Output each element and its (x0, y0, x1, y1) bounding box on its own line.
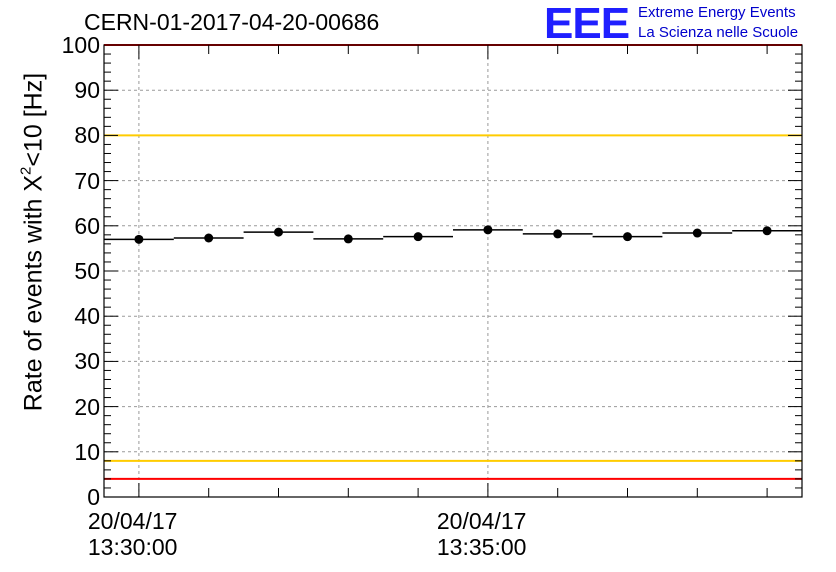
y-tick-label: 70 (74, 167, 100, 194)
y-tick-label: 80 (74, 122, 100, 149)
data-point (413, 232, 423, 242)
data-point (343, 234, 353, 244)
x-tick-label: 20/04/17 13:30:00 (88, 508, 178, 560)
data-point (483, 225, 493, 235)
brand-line-2: La Scienza nelle Scuole (638, 24, 799, 41)
x-tick-label: 20/04/17 13:35:00 (437, 508, 527, 560)
data-point (692, 228, 702, 238)
data-point (762, 226, 772, 236)
y-axis-label-pre: Rate of events with X (19, 174, 48, 412)
data-point (204, 233, 214, 243)
x-tick-label-time: 13:35:00 (436, 534, 527, 560)
y-tick-label: 90 (74, 77, 100, 104)
y-tick-label: 40 (74, 303, 100, 330)
y-tick-label: 50 (74, 258, 100, 284)
chart-title: CERN-01-2017-04-20-00686 (84, 9, 380, 35)
data-point (274, 227, 283, 237)
x-tick-label-time: 13:30:00 (87, 534, 178, 560)
data-point (553, 229, 563, 239)
y-tick-label: 0 (87, 484, 100, 510)
brand-line-1: Extreme Energy Events (638, 4, 796, 21)
y-tick-label: 30 (74, 348, 100, 375)
y-tick-label: 100 (61, 32, 100, 58)
y-axis-label-sup: 2 (17, 166, 35, 175)
data-point (623, 232, 632, 242)
data-point (134, 234, 144, 244)
x-tick-label-date: 20/04/17 (436, 508, 527, 534)
x-tick-label-date: 20/04/17 (87, 508, 178, 534)
y-tick-label: 20 (74, 393, 100, 420)
y-tick-label: 60 (74, 212, 100, 239)
eee-logo: EEE (544, 0, 630, 48)
y-tick-label: 10 (74, 438, 100, 465)
